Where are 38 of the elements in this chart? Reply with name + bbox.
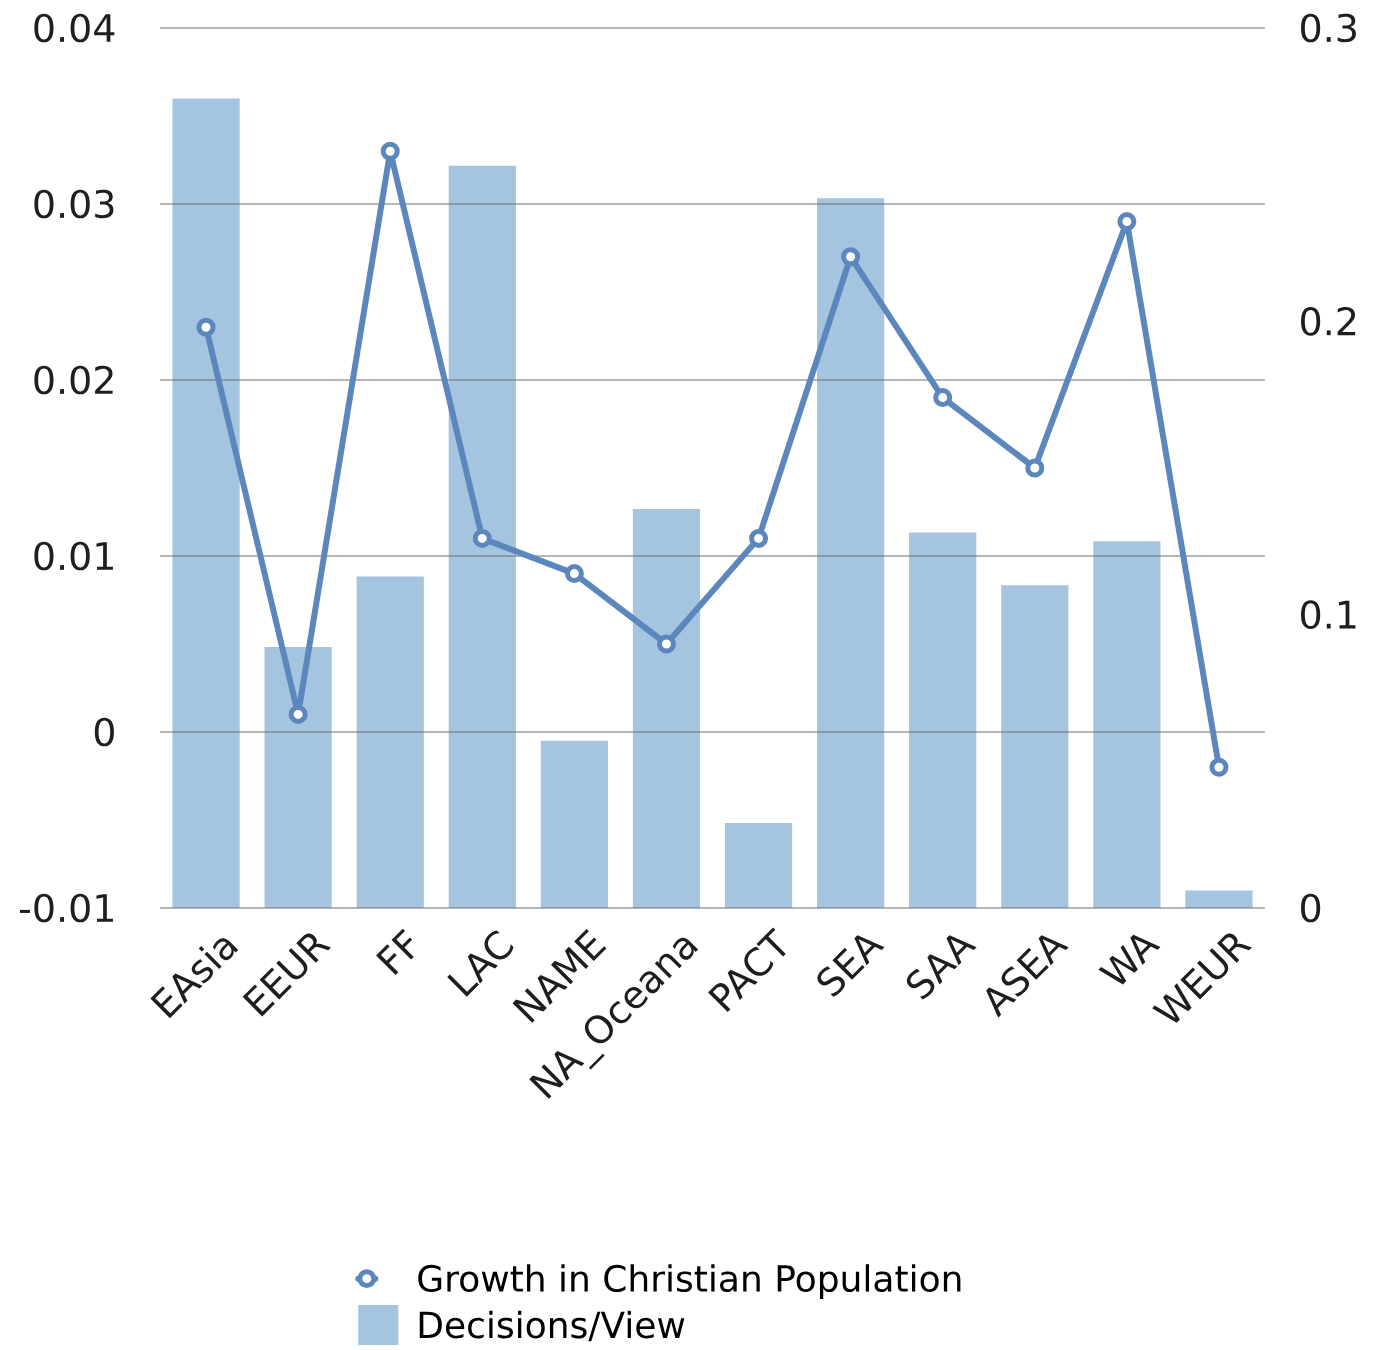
point [288,704,308,724]
bar [1001,585,1069,908]
y-tick-label: 0.04 [34,13,115,43]
legend-label: Decisions/View [419,1310,685,1342]
x-tick-label: FF [376,928,414,975]
bar [632,509,701,908]
point [196,317,216,337]
bar [724,822,793,908]
bar [356,576,424,908]
bar [448,165,516,908]
x-tick-label: SEA [817,935,885,997]
y-tick-label: 0.02 [34,365,113,395]
bar [1093,541,1161,908]
point [472,528,492,548]
y2-tick-label: 0.2 [1301,306,1356,336]
bar [172,98,240,908]
y2-tick-label: 0.3 [1301,13,1356,43]
point [933,388,953,408]
point [1209,757,1229,777]
y2-tick-label: 0.1 [1301,600,1356,630]
bar [264,646,332,908]
y-tick-label: 0.03 [34,189,114,219]
point [380,141,400,161]
bar [1185,890,1253,908]
legend-label: Growth in Christian Population [418,1264,961,1300]
point [656,634,676,654]
y2-tick-label: 0 [1301,893,1321,923]
point [564,564,584,584]
y-tick-label: 0.01 [34,541,113,571]
point [1117,212,1137,232]
bar [540,740,608,908]
point [1025,458,1045,478]
bar [909,532,977,908]
point [749,528,769,548]
y-tick-label: 0 [94,717,114,747]
bar [817,198,885,908]
y-tick-label: -0.01 [20,893,113,923]
point [841,247,861,267]
